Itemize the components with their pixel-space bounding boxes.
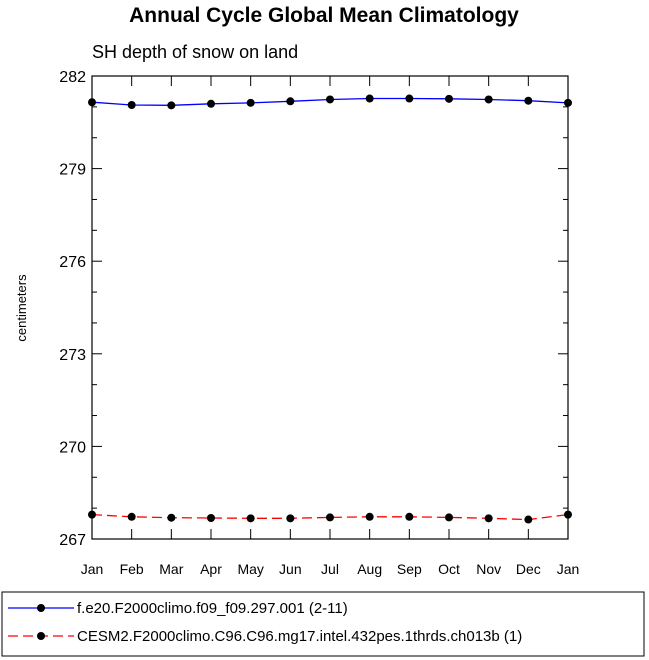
x-tick-label: Jan — [81, 561, 104, 577]
x-tick-label: Jun — [279, 561, 302, 577]
series-1-point — [365, 94, 374, 103]
y-axis-label: centimeters — [14, 274, 29, 342]
x-tick-label: Oct — [438, 561, 460, 577]
series-2-point — [365, 512, 374, 521]
y-tick-label: 267 — [59, 532, 86, 549]
y-tick-label: 279 — [59, 162, 86, 179]
series-2-point — [564, 510, 572, 519]
x-tick-label: Mar — [159, 561, 183, 577]
plot-frame — [91, 75, 569, 540]
series-2-point — [286, 514, 295, 523]
series-2-point — [246, 514, 255, 523]
series-2-point — [524, 515, 533, 524]
series-1-point — [445, 94, 453, 103]
y-tick-label: 270 — [59, 439, 86, 456]
series-1-point — [326, 95, 334, 104]
series-1-point — [246, 98, 255, 107]
series-2-point — [88, 510, 96, 519]
legend-box — [1, 591, 645, 657]
series-2-point — [207, 514, 215, 523]
series-1-point — [484, 95, 493, 104]
x-tick-label: Jul — [321, 561, 339, 577]
series-2-point — [445, 513, 453, 522]
x-tick-label: Nov — [476, 561, 501, 577]
y-tick-label: 276 — [59, 254, 86, 271]
series-1-point — [127, 101, 136, 110]
series-1-point — [167, 101, 176, 110]
x-tick-label: Feb — [120, 561, 144, 577]
x-tick-label: Dec — [516, 561, 541, 577]
legend: f.e20.F2000climo.f09_f09.297.001 (2-11) C… — [8, 600, 522, 645]
series-1-point — [286, 97, 295, 106]
series-1-point — [405, 94, 414, 103]
series-2-point — [484, 514, 493, 523]
y-tick-label: 273 — [59, 347, 86, 364]
chart-title: Annual Cycle Global Mean Climatology — [129, 4, 519, 27]
x-axis: Jan Feb Mar Apr May Jun Jul Aug Sep Oct Nov Dec Jan — [81, 76, 580, 577]
y-tick-label: 282 — [59, 69, 86, 86]
legend-label-2: CESM2.F2000climo.C96.C96.mg17.intel.432p… — [77, 628, 522, 645]
series-2-point — [326, 513, 334, 522]
x-tick-label: Aug — [357, 561, 382, 577]
series-2-point — [405, 512, 414, 521]
series-1-point — [564, 98, 572, 107]
legend-marker-2 — [37, 632, 45, 640]
series-1-point — [524, 96, 533, 105]
series-2-point — [167, 513, 176, 522]
x-tick-label: Apr — [200, 561, 222, 577]
chart-subtitle: SH depth of snow on land — [92, 42, 298, 62]
x-tick-label: Jan — [557, 561, 580, 577]
series-2-point — [127, 512, 136, 521]
series-1-point — [88, 98, 96, 107]
x-tick-label: Sep — [397, 561, 422, 577]
series-layer — [88, 94, 572, 524]
legend-label-1: f.e20.F2000climo.f09_f09.297.001 (2-11) — [77, 600, 348, 617]
series-1-point — [207, 99, 215, 108]
y-axis: 267 270 273 276 279 282 — [59, 69, 568, 549]
legend-marker-1 — [37, 604, 45, 612]
x-tick-label: May — [237, 561, 263, 577]
